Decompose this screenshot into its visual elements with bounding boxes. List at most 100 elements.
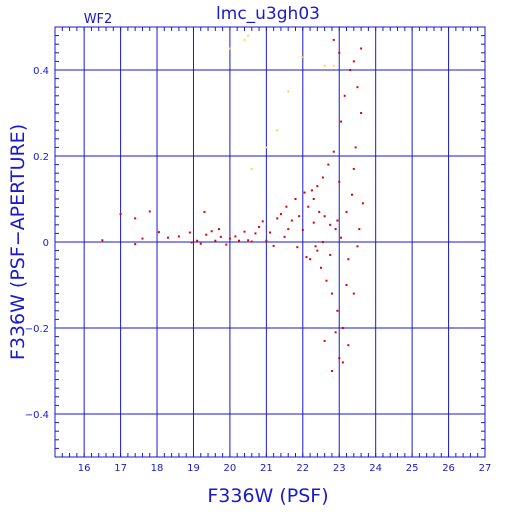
data-point [272,244,275,247]
data-point [338,180,341,183]
data-point [341,361,344,364]
data-point [325,279,328,282]
data-point [301,228,304,231]
data-point [352,167,355,170]
data-point [190,241,193,244]
data-point [287,228,290,231]
data-point [312,198,315,200]
data-point [350,193,353,196]
data-point [214,239,217,242]
data-point [354,146,357,149]
data-point [205,233,208,236]
data-point [196,239,199,242]
data-point [243,230,246,233]
data-point [352,292,355,295]
data-point [188,231,191,234]
data-point [361,202,364,205]
x-tick-label: 26 [442,463,455,474]
data-point [119,213,122,216]
data-point [258,225,261,228]
x-tick-label: 21 [260,463,273,474]
data-point [310,189,313,192]
data-point [332,64,335,67]
data-point [316,249,319,252]
data-point [279,213,282,216]
x-tick-label: 27 [479,463,492,474]
axis-ticks: 16 17 18 19 20 21 22 23 24 25 26 27 −0.4 −0.2 0 0.2 0.4 [25,26,492,474]
data-point [141,237,144,240]
data-point [345,284,348,286]
data-point [298,215,301,218]
y-tick-label: 0.4 [33,66,49,77]
data-point [219,235,222,238]
y-tick-label: −0.4 [25,410,49,421]
data-point [358,228,361,231]
data-point [250,240,253,243]
data-point [334,331,337,334]
data-point [307,205,310,208]
data-point [356,245,359,248]
x-tick-label: 17 [114,463,127,474]
data-point [301,56,304,59]
data-point [217,228,220,231]
data-point [199,242,202,245]
data-point [314,245,317,248]
data-point [265,239,268,242]
data-point [269,231,271,234]
data-point [338,357,341,360]
data-point [238,239,241,242]
data-point [166,236,169,239]
data-point [323,339,326,342]
data-point [228,237,231,240]
data-point [338,51,341,54]
data-point [330,292,333,295]
data-point [101,239,104,242]
data-point [345,210,348,213]
data-point [265,146,268,149]
data-point [228,47,231,50]
chart-title: lmc_u3gh03 [216,4,320,24]
data-point [134,243,137,246]
y-tick-label: 0.2 [33,152,49,163]
data-point [234,235,237,238]
data-point [303,191,306,194]
data-point [341,327,344,329]
data-point [336,309,339,312]
data-point [321,176,324,179]
data-point [347,258,350,261]
data-point [330,370,333,372]
data-point [352,60,355,63]
data-point [340,120,343,123]
data-point [247,239,250,242]
data-point [340,236,343,239]
x-tick-label: 19 [187,463,200,474]
data-point [332,150,335,153]
data-point [316,185,319,188]
data-point [148,210,151,213]
data-point [225,243,228,246]
data-point [349,69,352,71]
data-point [356,86,359,89]
x-tick-label: 25 [406,463,419,474]
x-tick-label: 16 [78,463,91,474]
data-point [247,34,250,37]
data-point [347,344,350,347]
data-point [332,38,335,41]
data-point [318,210,321,213]
data-point [329,253,332,256]
data-point [294,198,297,200]
y-tick-label: −0.2 [25,324,49,335]
data-point [250,167,253,170]
data-point [283,235,286,238]
data-point [134,217,137,220]
data-point [210,230,213,233]
grid-lines [55,27,486,457]
x-tick-label: 23 [333,463,346,474]
data-point [305,256,308,259]
x-tick-label: 24 [369,463,382,474]
data-point [296,246,299,249]
data-point [360,47,363,50]
data-point [336,219,339,222]
x-tick-label: 18 [151,463,164,474]
